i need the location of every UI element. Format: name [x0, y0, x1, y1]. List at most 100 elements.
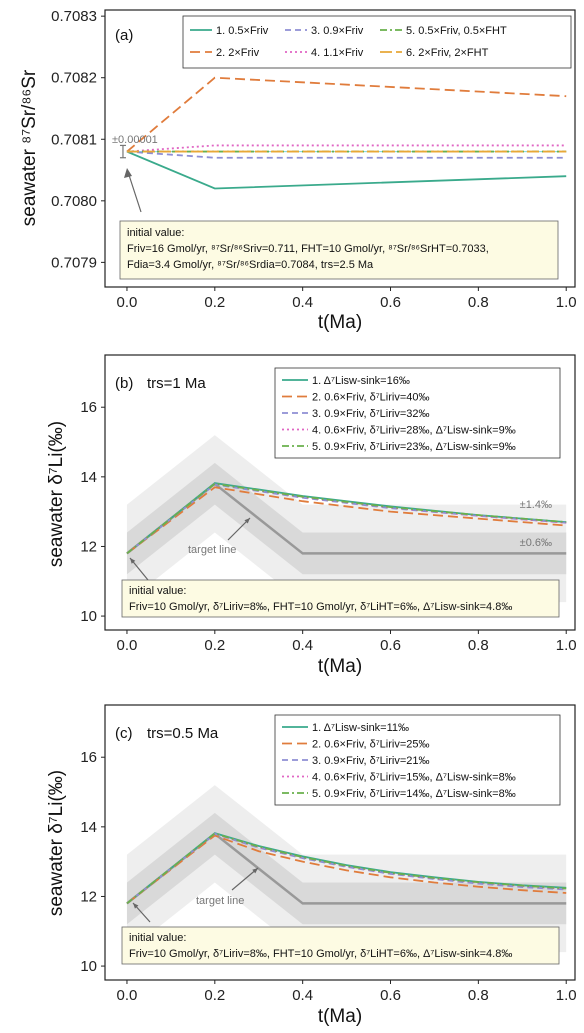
- x-tick-label: 0.4: [292, 987, 313, 1004]
- panel-a-annotation-title: initial value:: [127, 227, 184, 239]
- y-tick-label: 10: [80, 608, 97, 625]
- y-tick-label: 0.7081: [51, 131, 97, 148]
- series-line-1: [126, 150, 567, 190]
- panel-b-ylabel: seawater δ⁷Li(‰): [46, 421, 67, 567]
- panel-b-band-narrow-label: ±0.6‰: [520, 537, 552, 549]
- panel-c-ylabel: seawater δ⁷Li(‰): [46, 770, 67, 916]
- x-tick-label: 0.4: [292, 637, 313, 654]
- initial-arrow-head: [133, 903, 139, 909]
- legend-label-1: 1. Δ⁷Lisw-sink=11‰: [312, 722, 409, 734]
- y-tick-label: 0.7082: [51, 70, 97, 87]
- y-tick-label: 14: [80, 469, 97, 486]
- legend-label-3: 3. 0.9×Friv, δ⁷Liriv=21‰: [312, 755, 430, 767]
- legend-label-1: 1. 0.5×Friv: [216, 25, 269, 37]
- series-line-3: [126, 150, 567, 159]
- series-line-5: [126, 832, 567, 905]
- y-tick-label: 12: [80, 538, 97, 555]
- target-arrow: [231, 867, 259, 891]
- panel-c-target-label: target line: [196, 895, 244, 907]
- target-arrow-head: [252, 868, 258, 874]
- x-tick-label: 0.8: [468, 987, 489, 1004]
- panel-a-annotation-line2: Fdia=3.4 Gmol/yr, ⁸⁷Sr/⁸⁶Srdia=0.7084, t…: [127, 259, 374, 271]
- legend-label-4: 4. 0.6×Friv, δ⁷Liriv=15‰, Δ⁷Lisw-sink=8‰: [312, 772, 516, 784]
- initial-arrow-head: [130, 558, 136, 564]
- x-tick-label: 0.0: [117, 294, 138, 311]
- panel-c-label: (c): [115, 725, 133, 742]
- y-tick-label: 16: [80, 399, 97, 416]
- panel-a-error-label: ±0.00001: [112, 134, 158, 146]
- initial-arrow-head: [124, 168, 132, 178]
- panel-c-xlabel: t(Ma): [318, 1006, 362, 1027]
- panel-b-target-label: target line: [188, 544, 236, 556]
- series-line-5: [126, 482, 567, 555]
- legend-label-3: 3. 0.9×Friv: [311, 25, 364, 37]
- panel-c: (c) trs=0.5 Ma target line 1. Δ⁷Lisw-sin…: [46, 704, 577, 1027]
- target-band-narrow: [126, 462, 567, 575]
- x-tick-label: 1.0: [556, 294, 577, 311]
- panel-b-legend-box: [274, 367, 561, 459]
- panel-b-annotation-title: initial value:: [129, 585, 186, 597]
- panel-c-annotation-line1: Friv=10 Gmol/yr, δ⁷Liriv=8‰, FHT=10 Gmol…: [129, 948, 512, 960]
- y-tick-label: 0.7080: [51, 193, 97, 210]
- legend-label-2: 2. 0.6×Friv, δ⁷Liriv=40‰: [312, 392, 430, 404]
- panel-a: (a) ±0.00001 1. 0.5×Friv 2. 2×Friv 3. 0.9×…: [19, 8, 577, 333]
- x-tick-label: 0.6: [380, 637, 401, 654]
- legend-label-2: 2. 2×Friv: [216, 47, 260, 59]
- target-arrow-head: [244, 518, 250, 524]
- y-tick-label: 0.7079: [51, 254, 97, 271]
- panel-b-legend: 1. Δ⁷Lisw-sink=16‰ 2. 0.6×Friv, δ⁷Liriv=4…: [274, 367, 561, 459]
- panel-b: (b) trs=1 Ma ±1.4‰ ±0.6‰ target line 1. …: [46, 354, 577, 677]
- panel-a-label: (a): [115, 27, 133, 44]
- series-line-2: [126, 76, 567, 153]
- panel-b-label: (b): [115, 375, 133, 392]
- x-tick-label: 0.8: [468, 637, 489, 654]
- series-line-2: [126, 486, 567, 555]
- legend-label-1: 1. Δ⁷Lisw-sink=16‰: [312, 375, 410, 387]
- panel-c-annotation: initial value: Friv=10 Gmol/yr, δ⁷Liriv=…: [121, 926, 560, 965]
- legend-label-2: 2. 0.6×Friv, δ⁷Liriv=25‰: [312, 739, 430, 751]
- panel-c-legend-box: [274, 714, 561, 806]
- legend-label-5: 5. 0.9×Friv, δ⁷Liriv=23‰, Δ⁷Lisw-sink=9‰: [312, 441, 516, 453]
- panel-a-annotation: initial value: Friv=16 Gmol/yr, ⁸⁷Sr/⁸⁶S…: [119, 220, 559, 280]
- legend-label-4: 4. 1.1×Friv: [311, 47, 364, 59]
- panel-c-annotation-title: initial value:: [129, 932, 186, 944]
- x-tick-label: 0.4: [292, 294, 313, 311]
- x-tick-label: 0.2: [204, 987, 225, 1004]
- panel-a-legend: 1. 0.5×Friv 2. 2×Friv 3. 0.9×Friv 4. 1.1×Fr…: [182, 15, 572, 69]
- legend-label-5: 5. 0.9×Friv, δ⁷Liriv=14‰, Δ⁷Lisw-sink=8‰: [312, 788, 516, 800]
- panel-c-title: trs=0.5 Ma: [147, 725, 219, 742]
- panel-b-title: trs=1 Ma: [147, 375, 206, 392]
- x-tick-label: 0.0: [117, 637, 138, 654]
- legend-label-5: 5. 0.5×Friv, 0.5×FHT: [406, 25, 507, 37]
- x-tick-label: 1.0: [556, 637, 577, 654]
- x-tick-label: 0.6: [380, 987, 401, 1004]
- x-tick-label: 0.2: [204, 294, 225, 311]
- x-tick-label: 1.0: [556, 987, 577, 1004]
- x-tick-label: 0.2: [204, 637, 225, 654]
- y-tick-label: 10: [80, 958, 97, 975]
- panel-c-legend: 1. Δ⁷Lisw-sink=11‰ 2. 0.6×Friv, δ⁷Liriv=2…: [274, 714, 561, 806]
- panel-a-ylabel: seawater ⁸⁷Sr/⁸⁶Sr: [19, 69, 40, 226]
- y-tick-label: 0.7083: [51, 8, 97, 25]
- legend-label-3: 3. 0.9×Friv, δ⁷Liriv=32‰: [312, 408, 430, 420]
- panel-a-annotation-line1: Friv=16 Gmol/yr, ⁸⁷Sr/⁸⁶Sriv=0.711, FHT=…: [127, 243, 489, 255]
- panel-b-band-wide-label: ±1.4‰: [520, 499, 552, 511]
- x-tick-label: 0.8: [468, 294, 489, 311]
- panel-b-annotation-line1: Friv=10 Gmol/yr, δ⁷Liriv=8‰, FHT=10 Gmol…: [129, 601, 512, 613]
- panel-c-annotation-box: [121, 926, 560, 965]
- initial-arrow: [127, 171, 142, 213]
- panel-b-xlabel: t(Ma): [318, 656, 362, 677]
- panel-a-annotation-box: [119, 220, 559, 280]
- panel-b-annotation-box: [121, 579, 560, 618]
- y-tick-label: 12: [80, 888, 97, 905]
- x-tick-label: 0.0: [117, 987, 138, 1004]
- panel-a-xlabel: t(Ma): [318, 312, 362, 333]
- x-tick-label: 0.6: [380, 294, 401, 311]
- legend-label-4: 4. 0.6×Friv, δ⁷Liriv=28‰, Δ⁷Lisw-sink=9‰: [312, 425, 516, 437]
- legend-label-6: 6. 2×Friv, 2×FHT: [406, 47, 489, 59]
- panel-a-legend-box: [182, 15, 572, 69]
- y-tick-label: 14: [80, 819, 97, 836]
- panel-b-annotation: initial value: Friv=10 Gmol/yr, δ⁷Liriv=…: [121, 579, 560, 618]
- y-tick-label: 16: [80, 749, 97, 766]
